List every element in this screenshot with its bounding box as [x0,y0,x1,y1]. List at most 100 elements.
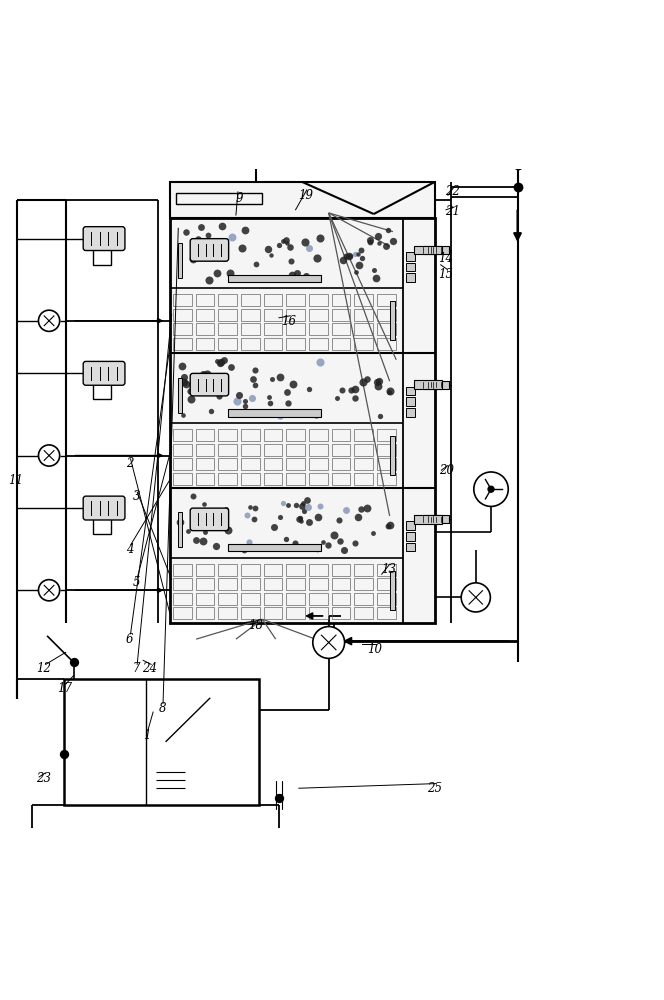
Bar [94,248,111,265]
Text: 4: 4 [126,543,133,556]
Point [335,533,345,549]
Bar [309,458,327,470]
Bar [173,473,191,485]
Point [339,542,349,558]
Point [328,527,339,543]
Bar [196,309,214,321]
Bar [264,564,282,576]
Point [301,492,312,508]
Point [313,509,323,525]
Point [274,509,285,525]
Bar [264,444,282,456]
Bar [406,408,415,417]
Point [385,517,396,533]
Text: 10: 10 [368,643,382,656]
Bar [286,323,305,335]
Point [358,374,369,390]
Bar [196,593,214,605]
Point [318,534,329,550]
Bar [309,338,327,350]
Point [288,376,298,392]
Point [224,265,235,281]
Text: 15: 15 [438,268,454,281]
Text: 5: 5 [133,576,140,589]
Point [249,500,260,516]
Point [58,746,69,762]
Bar [177,512,182,547]
Text: 24: 24 [142,662,157,675]
Point [343,248,354,264]
Point [209,372,220,388]
Bar [309,294,327,306]
Point [238,541,248,557]
Text: 14: 14 [438,252,454,265]
Bar [218,294,237,306]
Point [210,538,221,554]
Text: 19: 19 [298,189,313,202]
Bar [173,607,191,619]
Bar [264,578,282,590]
Point [346,382,357,398]
Point [212,353,222,369]
Point [262,241,273,257]
Bar [94,382,111,399]
Point [337,382,347,398]
Point [315,230,325,246]
Bar [218,429,237,441]
FancyBboxPatch shape [190,239,228,261]
Point [314,354,325,370]
Point [183,523,193,539]
Bar [173,323,191,335]
Bar [228,544,321,551]
Point [384,384,394,400]
Point [265,395,276,411]
Bar [309,444,327,456]
Point [247,390,258,406]
Bar [264,593,282,605]
Point [197,366,208,382]
Point [353,246,363,262]
Bar [177,378,182,413]
Bar [218,458,237,470]
Bar [218,578,237,590]
Bar [331,564,350,576]
Point [248,371,258,387]
Bar [406,252,415,261]
Bar [406,263,415,271]
Bar [414,246,442,254]
Bar [414,515,442,524]
Bar [377,578,396,590]
Point [213,388,224,404]
Point [244,534,254,550]
Bar [355,578,373,590]
Bar [390,571,395,610]
Bar [241,564,260,576]
Bar [196,473,214,485]
Bar [173,564,191,576]
Bar [176,193,262,204]
Circle shape [39,580,60,601]
Bar [377,429,396,441]
Bar [309,564,327,576]
Point [212,265,222,281]
Bar [377,309,396,321]
Point [345,248,355,264]
Bar [286,593,305,605]
Bar [228,409,321,417]
Point [239,398,250,414]
Point [371,270,381,286]
Bar [390,436,395,475]
Bar [241,444,260,456]
Text: 20: 20 [439,464,454,477]
Point [278,233,289,249]
Bar [377,338,396,350]
Point [341,248,351,264]
Bar [355,294,373,306]
Point [179,369,189,385]
Bar [264,294,282,306]
Bar [377,607,396,619]
Point [353,257,364,273]
Bar [173,444,191,456]
Bar [355,458,373,470]
Bar [286,473,305,485]
